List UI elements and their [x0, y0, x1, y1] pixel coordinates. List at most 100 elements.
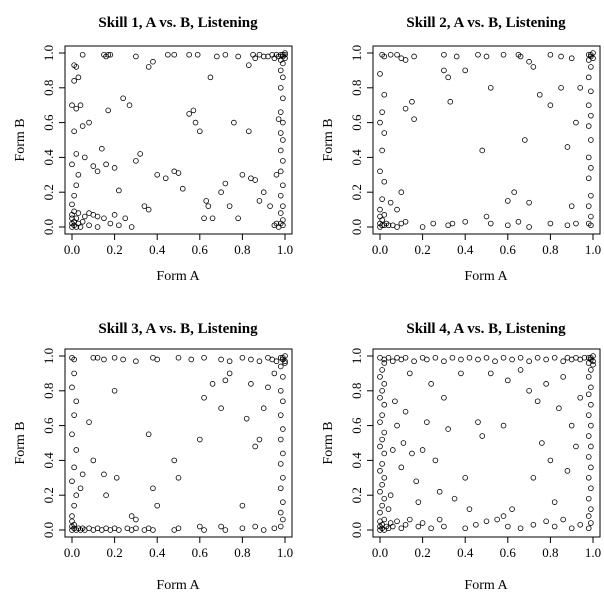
data-point: [379, 481, 385, 488]
data-point: [466, 354, 473, 361]
data-point: [590, 358, 596, 365]
plot-frame: [372, 348, 601, 538]
data-point: [394, 518, 400, 525]
data-point: [526, 199, 532, 206]
data-point: [479, 147, 486, 154]
data-point: [530, 474, 537, 481]
x-tick-label: 0.2: [106, 242, 122, 257]
y-tick-label: 0.8: [41, 80, 56, 96]
data-point: [581, 354, 588, 361]
data-point: [487, 220, 494, 227]
data-point: [192, 119, 199, 126]
data-point: [462, 474, 469, 481]
data-point: [86, 119, 92, 126]
data-point: [128, 513, 135, 519]
data-point: [218, 523, 224, 530]
data-point: [280, 474, 286, 481]
data-point: [94, 213, 101, 220]
data-point: [377, 71, 383, 77]
data-point: [86, 222, 92, 229]
y-tick-label: 0.8: [41, 383, 56, 399]
x-tick-label: 1.0: [277, 545, 293, 560]
data-point: [277, 130, 284, 136]
data-point: [73, 105, 80, 112]
y-tick-label: 0.2: [349, 184, 364, 200]
data-point: [73, 215, 80, 222]
data-point: [252, 523, 258, 530]
data-point: [75, 172, 82, 178]
y-tick-label: 0.4: [349, 149, 364, 166]
data-point: [377, 509, 383, 516]
data-point: [280, 374, 286, 380]
y-tick-label: 0.2: [41, 184, 56, 200]
data-point: [277, 509, 284, 516]
data-point: [73, 447, 80, 453]
data-point: [504, 198, 511, 204]
data-point: [150, 485, 156, 492]
data-point: [441, 51, 447, 58]
x-tick-label: 0.8: [542, 545, 558, 560]
data-point: [73, 492, 80, 499]
data-point: [428, 381, 434, 387]
x-tick-label: 1.0: [277, 242, 293, 257]
data-point: [133, 525, 139, 532]
data-point: [411, 53, 417, 60]
data-point: [75, 74, 82, 81]
data-point: [218, 189, 224, 196]
data-point: [449, 354, 456, 361]
data-point: [536, 91, 543, 98]
data-point: [133, 516, 139, 523]
data-point: [275, 116, 282, 122]
axis-ticks: 0.0 0.2 0.4 0.6 0.8 1.0 0.0 0.2 0.4 0.6 0.8 1.0: [41, 348, 293, 560]
y-tick-label: 0.6: [349, 114, 364, 131]
data-point: [175, 525, 182, 532]
data-point: [150, 527, 156, 533]
data-point: [218, 356, 224, 363]
data-point: [483, 53, 490, 60]
data-point: [419, 224, 426, 230]
data-point: [165, 51, 171, 58]
data-point: [277, 436, 284, 443]
x-tick-label: 0.0: [372, 545, 388, 560]
data-point: [588, 464, 594, 471]
data-point: [573, 220, 579, 227]
data-point: [280, 398, 286, 405]
data-point: [162, 175, 169, 182]
data-point: [487, 85, 494, 91]
data-point: [277, 387, 284, 394]
x-tick-label: 0.6: [500, 545, 517, 560]
data-point: [402, 354, 409, 361]
data-point: [547, 51, 554, 58]
data-point: [504, 222, 511, 229]
data-point: [277, 461, 284, 467]
data-point: [379, 196, 385, 202]
data-point: [381, 495, 388, 502]
data-point: [154, 502, 161, 509]
data-point: [526, 58, 532, 65]
data-point: [277, 523, 284, 530]
data-point: [231, 119, 237, 126]
data-point: [441, 358, 447, 365]
data-point: [526, 358, 532, 365]
data-point: [441, 523, 447, 530]
data-point: [585, 474, 592, 481]
data-point: [282, 358, 288, 365]
data-point: [282, 51, 288, 58]
data-point: [186, 111, 192, 117]
data-point: [515, 218, 522, 225]
data-point: [377, 468, 383, 474]
data-point: [69, 215, 75, 222]
x-tick-label: 0.4: [457, 545, 474, 560]
data-point: [73, 151, 80, 157]
y-tick-label: 0.0: [349, 219, 364, 235]
data-point: [449, 220, 456, 227]
data-point: [419, 520, 426, 526]
data-point: [381, 130, 388, 136]
x-axis-label: Form A: [464, 578, 508, 593]
data-points: [69, 353, 288, 533]
plot-frame: [372, 45, 601, 235]
y-axis-label: Form B: [321, 421, 336, 464]
data-point: [560, 374, 566, 380]
data-point: [432, 457, 439, 464]
data-point: [585, 391, 592, 398]
